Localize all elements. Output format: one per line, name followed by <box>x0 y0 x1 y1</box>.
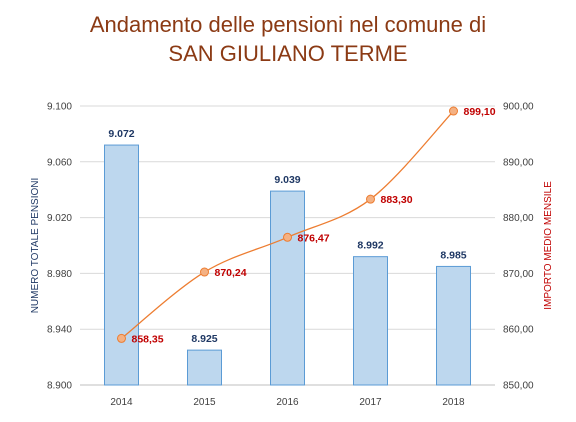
right-tick-label: 850,00 <box>503 381 534 392</box>
bar-value-label: 8.992 <box>357 240 383 252</box>
left-tick-label: 8.980 <box>47 269 72 280</box>
chart-title: Andamento delle pensioni nel comune di S… <box>0 10 576 68</box>
x-tick-label: 2014 <box>110 397 133 408</box>
x-tick-label: 2018 <box>442 397 465 408</box>
line-value-label: 876,47 <box>298 232 330 244</box>
right-axis-title: IMPORTO MEDIO MENSILE <box>543 181 554 310</box>
line-marker <box>200 267 209 277</box>
line-marker <box>117 333 126 343</box>
bar <box>104 144 139 386</box>
line-marker <box>283 232 292 242</box>
bar-value-label: 9.072 <box>108 128 134 140</box>
left-tick-label: 8.940 <box>47 325 72 336</box>
line-marker <box>366 194 375 204</box>
line-value-label: 858,35 <box>132 333 164 345</box>
left-axis-title: NUMERO TOTALE PENSIONI <box>30 178 41 314</box>
chart-title-line-1: Andamento delle pensioni nel comune di <box>89 12 487 37</box>
left-tick-label: 8.900 <box>47 381 72 392</box>
right-tick-label: 900,00 <box>503 102 534 113</box>
x-tick-label: 2015 <box>193 397 216 408</box>
bar <box>436 265 471 386</box>
right-tick-label: 880,00 <box>503 213 534 224</box>
left-tick-label: 9.100 <box>47 102 72 113</box>
left-tick-label: 9.060 <box>47 157 72 168</box>
x-tick-label: 2016 <box>276 397 299 408</box>
line-value-label: 899,10 <box>464 106 496 118</box>
bar-value-label: 9.039 <box>274 174 300 186</box>
bar <box>187 349 222 386</box>
left-tick-label: 9.020 <box>47 213 72 224</box>
line-value-label: 883,30 <box>381 194 413 206</box>
x-tick-label: 2017 <box>359 397 382 408</box>
right-tick-label: 870,00 <box>503 269 534 280</box>
right-tick-label: 890,00 <box>503 157 534 168</box>
right-tick-label: 860,00 <box>503 325 534 336</box>
chart-title-line-2: SAN GIULIANO TERME <box>168 41 408 66</box>
line-value-label: 870,24 <box>215 267 247 279</box>
line-marker <box>449 106 458 116</box>
bar-value-label: 8.925 <box>191 333 217 345</box>
bar-value-label: 8.985 <box>440 249 466 261</box>
bar <box>353 256 388 386</box>
bar <box>270 190 305 386</box>
